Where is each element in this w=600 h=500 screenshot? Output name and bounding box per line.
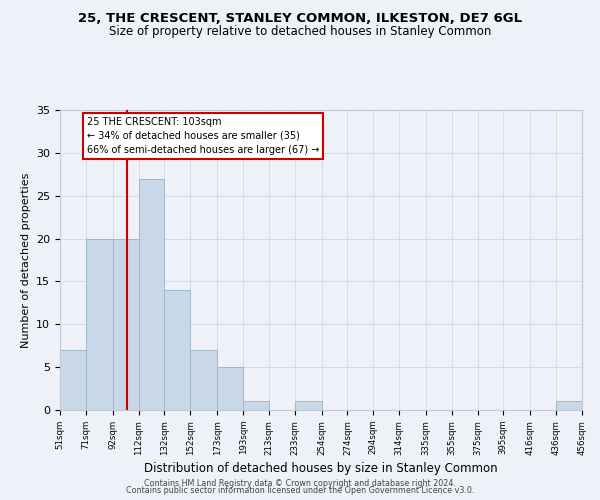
Bar: [190, 350, 217, 410]
Bar: [295, 402, 322, 410]
Bar: [86, 238, 113, 410]
X-axis label: Distribution of detached houses by size in Stanley Common: Distribution of detached houses by size …: [144, 462, 498, 474]
Y-axis label: Number of detached properties: Number of detached properties: [20, 172, 31, 348]
Bar: [217, 367, 243, 410]
Bar: [243, 402, 269, 410]
Bar: [113, 238, 139, 410]
Text: 25, THE CRESCENT, STANLEY COMMON, ILKESTON, DE7 6GL: 25, THE CRESCENT, STANLEY COMMON, ILKEST…: [78, 12, 522, 26]
Text: 25 THE CRESCENT: 103sqm
← 34% of detached houses are smaller (35)
66% of semi-de: 25 THE CRESCENT: 103sqm ← 34% of detache…: [87, 117, 319, 155]
Bar: [556, 402, 582, 410]
Bar: [164, 290, 190, 410]
Bar: [139, 178, 164, 410]
Text: Size of property relative to detached houses in Stanley Common: Size of property relative to detached ho…: [109, 25, 491, 38]
Text: Contains HM Land Registry data © Crown copyright and database right 2024.: Contains HM Land Registry data © Crown c…: [144, 478, 456, 488]
Text: Contains public sector information licensed under the Open Government Licence v3: Contains public sector information licen…: [126, 486, 474, 495]
Bar: [60, 350, 86, 410]
